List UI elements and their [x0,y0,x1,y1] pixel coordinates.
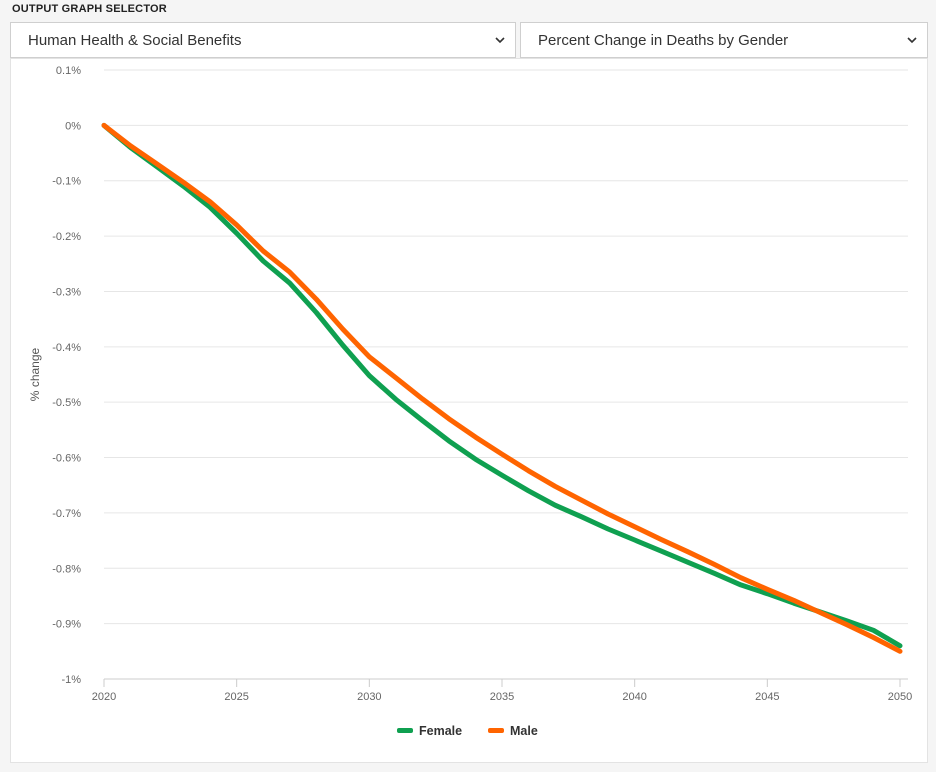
output-graph-selector-heading: OUTPUT GRAPH SELECTOR [12,3,167,15]
x-tick-label: 2025 [224,691,248,703]
category-select-value: Human Health & Social Benefits [28,31,242,49]
y-tick-label: -0.7% [52,508,81,520]
y-tick-label: -0.2% [52,231,81,243]
x-tick-label: 2020 [92,691,116,703]
chevron-down-icon [907,37,917,44]
y-tick-label: -1% [61,674,81,686]
chart-panel: 0.1% 0% -0.1% -0.2% -0.3% -0.4% -0.5% -0.6% -0.7… [10,58,928,763]
y-tick-label: 0.1% [56,65,81,77]
x-tick-label: 2045 [755,691,779,703]
y-tick-label: -0.8% [52,563,81,575]
y-tick-label: -0.5% [52,397,81,409]
x-tick-label: 2050 [888,691,912,703]
y-tick-label: -0.9% [52,619,81,631]
category-select[interactable]: Human Health & Social Benefits [10,22,516,58]
y-tick-label: 0% [65,120,81,132]
series-line-male [101,122,903,654]
x-tick-label: 2040 [622,691,646,703]
y-tick-label: -0.3% [52,286,81,298]
series-line-female [101,122,903,649]
chevron-down-icon [495,37,505,44]
y-tick-label: -0.1% [52,176,81,188]
x-tick-label: 2035 [490,691,514,703]
legend-swatch-male [488,728,504,733]
y-tick-label: -0.4% [52,342,81,354]
graph-select[interactable]: Percent Change in Deaths by Gender [520,22,928,58]
y-tick-label: -0.6% [52,453,81,465]
x-tick-label: 2030 [357,691,381,703]
graph-select-value: Percent Change in Deaths by Gender [538,31,789,49]
y-axis-title: % change [28,347,42,401]
legend-label-female: Female [419,724,462,738]
legend-swatch-female [397,728,413,733]
legend-label-male: Male [510,724,538,738]
line-chart: 0.1% 0% -0.1% -0.2% -0.3% -0.4% -0.5% -0.6% -0.7… [28,65,912,738]
